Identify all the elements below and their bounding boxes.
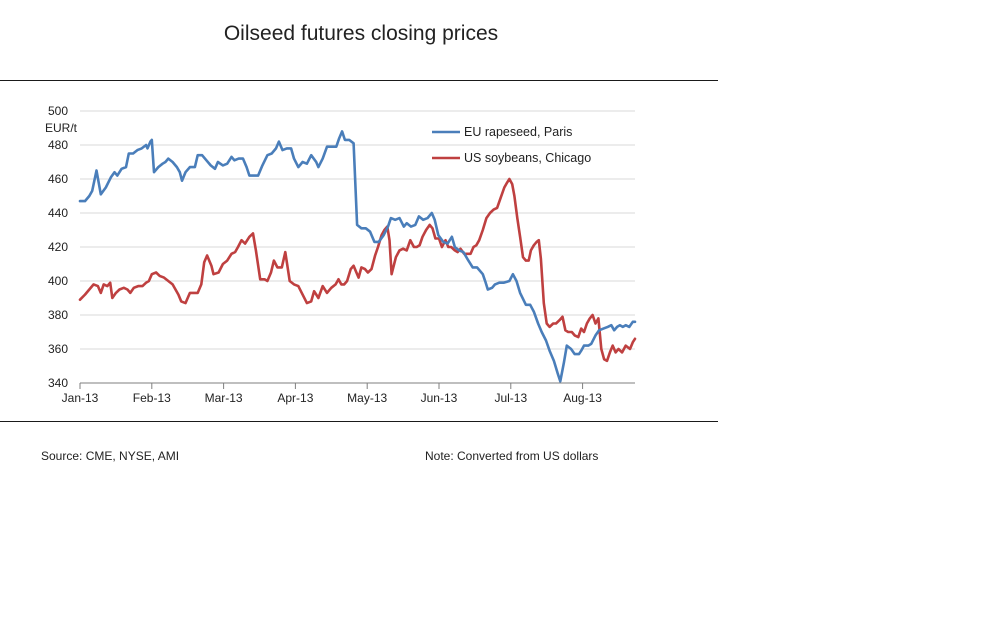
y-tick-label: 500 [48,104,68,118]
x-tick-label: Jan-13 [62,391,99,405]
y-tick-label: 480 [48,138,68,152]
legend-label: EU rapeseed, Paris [464,125,572,139]
legend: EU rapeseed, Paris US soybeans, Chicago [432,125,591,165]
x-tick-label: Mar-13 [205,391,243,405]
x-tick-label: Apr-13 [277,391,313,405]
x-tick-label: Jul-13 [494,391,527,405]
y-tick-label: 440 [48,206,68,220]
x-tick-label: Jun-13 [421,391,458,405]
legend-label: US soybeans, Chicago [464,151,591,165]
source-note: Source: CME, NYSE, AMI [41,449,180,463]
bottom-divider [0,421,718,422]
series-group [78,130,637,383]
y-tick-label: 340 [48,376,68,390]
x-tick-label: Feb-13 [133,391,171,405]
grid-lines [80,110,635,350]
x-tick-label: Aug-13 [563,391,602,405]
x-axis: Jan-13 Feb-13 Mar-13 Apr-13 May-13 Jun-13 Jul-… [62,382,635,405]
y-axis-unit-label: EUR/t [45,121,78,135]
line-chart: 340 360 380 400 420 440 460 480 500 EUR/t Jan-13 F… [45,104,637,405]
y-tick-label: 360 [48,342,68,356]
series-line-eu-rapeseed [78,130,637,383]
top-divider [0,80,718,81]
y-tick-label: 400 [48,274,68,288]
chart-title: Oilseed futures closing prices [223,22,499,45]
y-axis: 340 360 380 400 420 440 460 480 500 EUR/t [45,104,78,390]
conversion-note: Note: Converted from US dollars [425,449,599,463]
series-line-us-soybeans [78,177,637,363]
y-tick-label: 420 [48,240,68,254]
y-tick-label: 380 [48,308,68,322]
x-tick-label: May-13 [347,391,387,405]
y-tick-label: 460 [48,172,68,186]
